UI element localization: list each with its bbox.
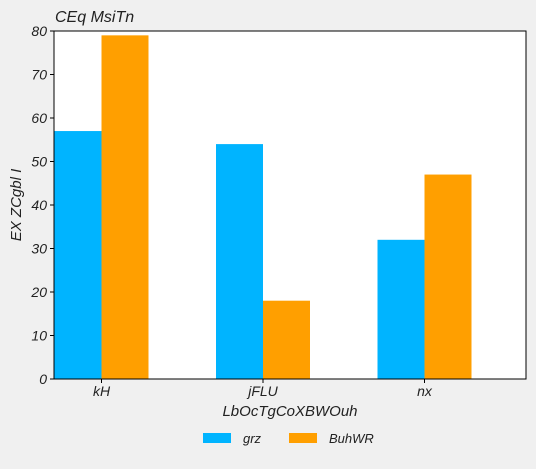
x-axis-ticks: kH jFLU nx <box>93 379 433 399</box>
x-axis-label: LbOcTgCoXBWOuh <box>222 403 357 420</box>
y-tick-label: 70 <box>31 67 47 83</box>
bar-BuhWR-jFLU <box>263 300 310 379</box>
legend: grz BuhWR <box>203 431 374 446</box>
legend-swatch-grz <box>203 433 231 443</box>
bar-BuhWR-nx <box>424 174 472 379</box>
legend-swatch-BuhWR <box>289 433 317 443</box>
x-tick-label: kH <box>93 383 111 399</box>
y-tick-label: 10 <box>31 328 47 344</box>
y-axis-label: EX ZCgbl I <box>8 169 25 242</box>
legend-label-BuhWR: BuhWR <box>329 431 374 446</box>
x-tick-label: jFLU <box>246 383 278 399</box>
bar-grz-kH <box>54 131 102 379</box>
chart-title: CEq MsiTn <box>55 9 134 26</box>
y-tick-label: 0 <box>39 371 47 387</box>
y-tick-label: 20 <box>30 284 47 300</box>
y-tick-label: 40 <box>31 197 47 213</box>
legend-label-grz: grz <box>243 431 262 446</box>
y-tick-label: 60 <box>31 110 47 126</box>
y-tick-label: 30 <box>31 241 47 257</box>
bar-grz-nx <box>377 239 425 379</box>
bar-grz-jFLU <box>216 144 263 379</box>
y-tick-label: 50 <box>31 154 47 170</box>
bar-BuhWR-kH <box>101 35 149 379</box>
bars-layer <box>54 35 472 379</box>
y-axis-ticks: 0 10 20 30 40 50 60 70 80 <box>30 23 54 387</box>
y-tick-label: 80 <box>31 23 47 39</box>
x-tick-label: nx <box>417 383 433 399</box>
